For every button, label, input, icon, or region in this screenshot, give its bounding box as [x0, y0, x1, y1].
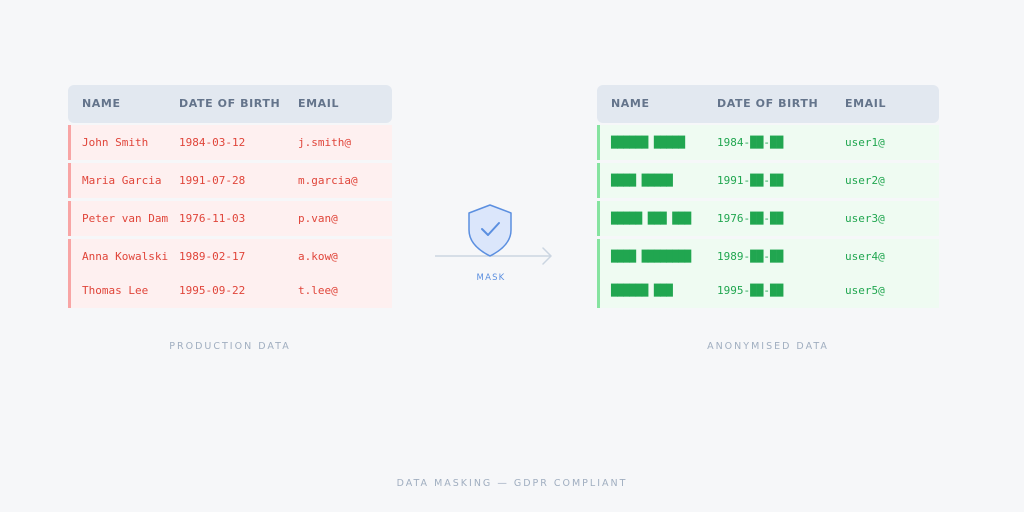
mask-arrow: [435, 204, 552, 265]
column-header-dob: DATE OF BIRTH: [179, 97, 281, 110]
cell-email: a.kow@: [298, 250, 338, 263]
column-header-name: NAME: [82, 97, 121, 110]
mask-label: MASK: [476, 273, 506, 283]
column-header-dob: DATE OF BIRTH: [717, 97, 819, 110]
table-row: ██████ █████ 1984-██-██ user1@: [597, 125, 939, 160]
column-header-email: EMAIL: [845, 97, 887, 110]
cell-email: t.lee@: [298, 284, 338, 297]
cell-name-masked: ██████ █████: [611, 136, 685, 149]
table-row-group: ████ ████████ 1989-██-██ user4@ ██████ █…: [597, 239, 939, 308]
cell-dob: 1976-11-03: [179, 212, 246, 225]
table-row: John Smith 1984-03-12 j.smith@: [68, 125, 392, 160]
cell-dob: 1995-09-22: [179, 284, 246, 297]
cell-email: j.smith@: [298, 136, 351, 149]
cell-dob-masked: 1976-██-██: [717, 212, 784, 225]
cell-name-masked: ██████ ███: [611, 284, 673, 297]
anonymised-table: NAME DATE OF BIRTH EMAIL ██████ █████ 19…: [597, 85, 939, 308]
cell-name: John Smith: [82, 136, 149, 149]
table-row: Peter van Dam 1976-11-03 p.van@: [68, 201, 392, 236]
cell-dob: 1989-02-17: [179, 250, 246, 263]
cell-name-masked: ████ █████: [611, 174, 673, 187]
anonymised-table-header: NAME DATE OF BIRTH EMAIL: [597, 85, 939, 123]
cell-dob: 1991-07-28: [179, 174, 246, 187]
table-row: Maria Garcia 1991-07-28 m.garcia@: [68, 163, 392, 198]
cell-dob-masked: 1989-██-██: [717, 250, 784, 263]
table-row: █████ ███ ███ 1976-██-██ user3@: [597, 201, 939, 236]
production-caption: PRODUCTION DATA: [169, 341, 291, 352]
cell-email-masked: user3@: [845, 212, 885, 225]
cell-email-masked: user1@: [845, 136, 885, 149]
cell-dob-masked: 1995-██-██: [717, 284, 784, 297]
shield-check-icon: [468, 204, 512, 257]
footer-caption: DATA MASKING — GDPR COMPLIANT: [396, 478, 628, 489]
cell-name: Thomas Lee: [82, 284, 149, 297]
table-row-group: Anna Kowalski 1989-02-17 a.kow@ Thomas L…: [68, 239, 392, 308]
anonymised-caption: ANONYMISED DATA: [707, 341, 829, 352]
cell-email-masked: user5@: [845, 284, 885, 297]
column-header-name: NAME: [611, 97, 650, 110]
cell-name-masked: █████ ███ ███: [611, 212, 691, 225]
production-table-header: NAME DATE OF BIRTH EMAIL: [68, 85, 392, 123]
cell-email-masked: user4@: [845, 250, 885, 263]
cell-email: p.van@: [298, 212, 338, 225]
cell-name-masked: ████ ████████: [611, 250, 691, 263]
cell-email: m.garcia@: [298, 174, 358, 187]
cell-name: Anna Kowalski: [82, 250, 169, 263]
cell-dob-masked: 1984-██-██: [717, 136, 784, 149]
table-row: ████ █████ 1991-██-██ user2@: [597, 163, 939, 198]
cell-name: Peter van Dam: [82, 212, 169, 225]
cell-dob: 1984-03-12: [179, 136, 246, 149]
cell-email-masked: user2@: [845, 174, 885, 187]
column-header-email: EMAIL: [298, 97, 340, 110]
cell-name: Maria Garcia: [82, 174, 162, 187]
cell-dob-masked: 1991-██-██: [717, 174, 784, 187]
production-table: NAME DATE OF BIRTH EMAIL John Smith 1984…: [68, 85, 392, 308]
